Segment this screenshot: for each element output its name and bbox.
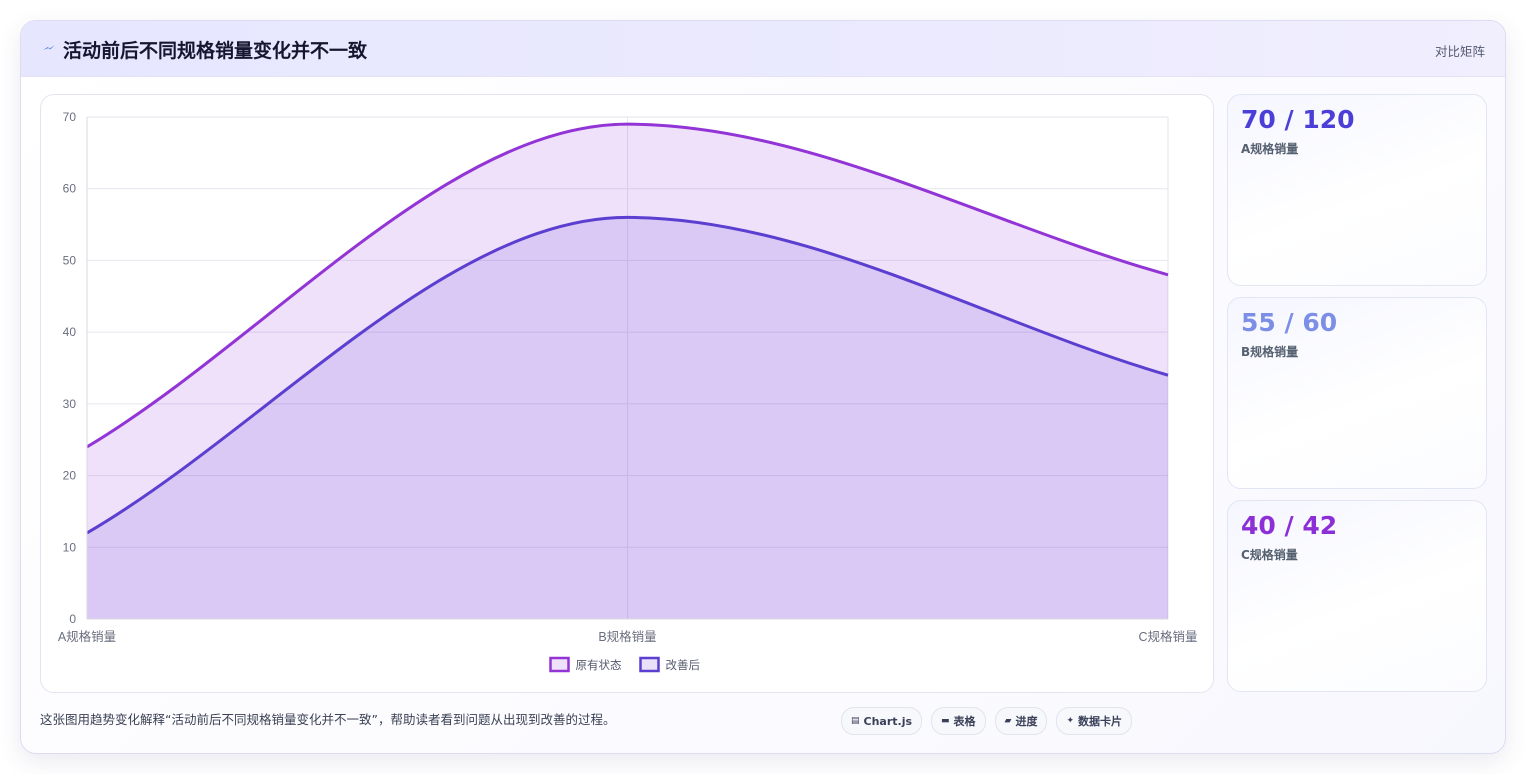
view-mode-tag[interactable]: 对比矩阵 [1434, 44, 1485, 59]
chart-description: 这张图用趋势变化解释“活动前后不同规格销量变化并不一致”，帮助读者看到问题从出现… [40, 712, 616, 727]
y-tick-label: 40 [63, 325, 77, 339]
tag-table[interactable]: ▬ 表格 [931, 707, 986, 735]
legend-label-0: 原有状态 [576, 658, 622, 672]
sparkle-icon: ✦ [1066, 716, 1075, 726]
tag-label: 进度 [1015, 715, 1038, 728]
x-tick-label: A规格销量 [58, 629, 116, 644]
kpi-label: C规格销量 [1241, 548, 1298, 562]
x-tick-label: B规格销量 [598, 629, 656, 644]
y-tick-label: 0 [69, 612, 76, 626]
tag-label: Chart.js [863, 714, 913, 728]
chart-icon: ▤ [851, 716, 860, 726]
kpi-card-a: 70 / 120 A规格销量 [1227, 94, 1487, 286]
kpi-label: A规格销量 [1241, 142, 1299, 156]
tag-label: 数据卡片 [1078, 715, 1123, 728]
x-tick-label: C规格销量 [1138, 629, 1197, 644]
chart-title: 活动前后不同规格销量变化并不一致 [63, 40, 368, 62]
legend-swatch-1 [639, 656, 660, 673]
series-area-1 [87, 217, 1168, 619]
series-area-0 [87, 124, 1168, 619]
y-tick-label: 30 [63, 397, 77, 411]
tag-progress[interactable]: ▰ 进度 [994, 707, 1048, 735]
table-icon: ▬ [941, 716, 950, 726]
y-tick-label: 70 [63, 110, 77, 124]
y-tick-label: 20 [63, 469, 77, 483]
tag-data-card[interactable]: ✦ 数据卡片 [1056, 707, 1133, 735]
kpi-value: 55 / 60 [1241, 308, 1338, 337]
card-header: 活动前后不同规格销量变化并不一致 对比矩阵 [21, 21, 1505, 77]
y-tick-label: 60 [63, 182, 77, 196]
y-tick-label: 50 [63, 253, 77, 267]
y-tick-label: 10 [63, 540, 77, 554]
kpi-value: 70 / 120 [1241, 105, 1355, 134]
kpi-card-c: 40 / 42 C规格销量 [1227, 500, 1487, 692]
tag-chartjs[interactable]: ▤ Chart.js [841, 707, 923, 735]
series-line-0 [86, 122, 1169, 449]
legend-swatch-0 [549, 656, 570, 673]
progress-icon: ▰ [1004, 716, 1012, 726]
series-line-1 [86, 215, 1169, 535]
lightning-icon [43, 45, 55, 50]
kpi-card-b: 55 / 60 B规格销量 [1227, 297, 1487, 489]
chart-card: 活动前后不同规格销量变化并不一致 对比矩阵 0 10 20 30 40 50 60 70 A规格… [20, 20, 1506, 754]
kpi-value: 40 / 42 [1241, 511, 1338, 540]
tag-label: 表格 [953, 715, 976, 728]
chart-panel: 0 10 20 30 40 50 60 70 A规格销量 B规格销量 C规格销量原有状态 改善后 [40, 94, 1214, 693]
tech-tags: ▤ Chart.js ▬ 表格 ▰ 进度 ✦ 数据卡片 [841, 707, 1133, 735]
legend-label-1: 改善后 [666, 658, 701, 672]
kpi-label: B规格销量 [1241, 345, 1299, 359]
